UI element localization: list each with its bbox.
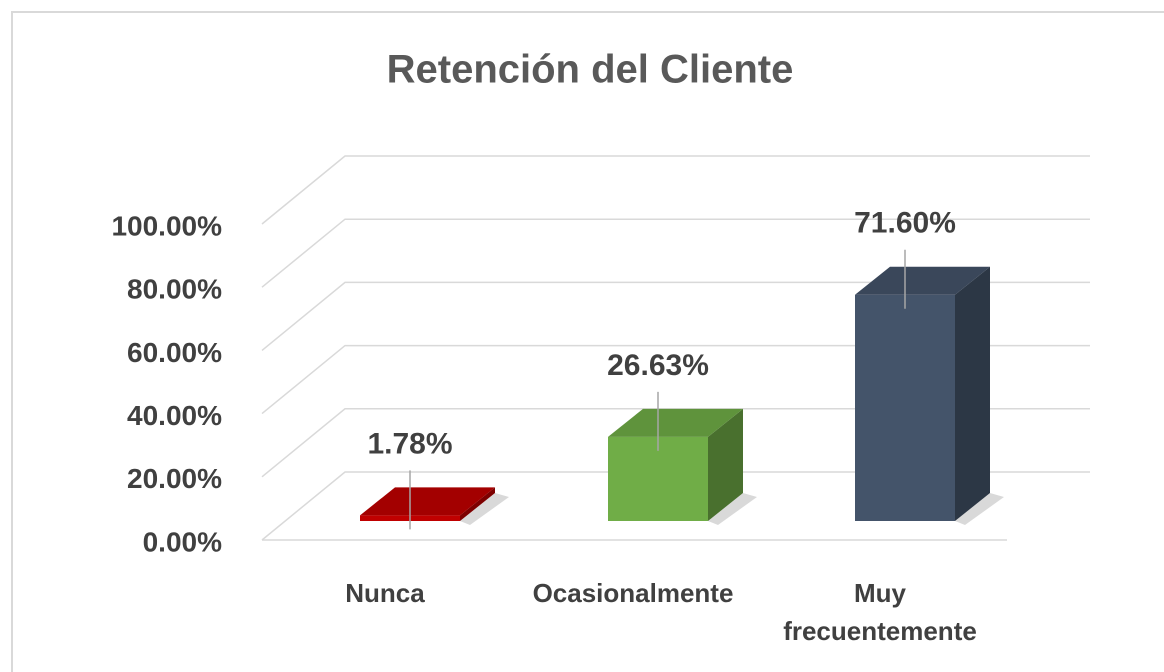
y-tick-label: 60.00%	[127, 337, 222, 368]
bar-top	[855, 266, 990, 295]
grid-line	[261, 344, 1090, 415]
y-tick-label: 0.00%	[143, 526, 222, 557]
bar-top	[608, 408, 743, 437]
data-label: 26.63%	[607, 349, 709, 382]
grid-line	[261, 471, 1090, 541]
bar-side	[708, 408, 743, 521]
x-tick-label: Muy frecuentemente	[783, 578, 977, 646]
grid-line	[261, 281, 1090, 351]
bar	[608, 436, 708, 521]
y-tick-label: 80.00%	[127, 274, 222, 305]
y-tick-label: 40.00%	[127, 400, 222, 431]
data-label: 71.60%	[854, 207, 956, 240]
bar	[855, 294, 955, 521]
data-label: 1.78%	[367, 427, 452, 460]
grid-line	[261, 408, 1090, 478]
bar-shadow	[708, 493, 757, 525]
x-tick-label: Nunca	[345, 578, 425, 608]
bar-shadow	[955, 493, 1004, 525]
chart-title: Retención del Cliente	[387, 48, 794, 92]
grid-line	[261, 155, 1090, 225]
x-tick-label: Ocasionalmente	[532, 578, 734, 608]
bar-top	[360, 487, 495, 516]
bar-side	[955, 266, 990, 521]
bar-shadow	[460, 493, 509, 525]
grid-line	[261, 218, 1090, 288]
y-tick-label: 20.00%	[127, 463, 222, 494]
y-tick-label: 100.00%	[111, 210, 222, 241]
bar-side	[460, 487, 495, 521]
